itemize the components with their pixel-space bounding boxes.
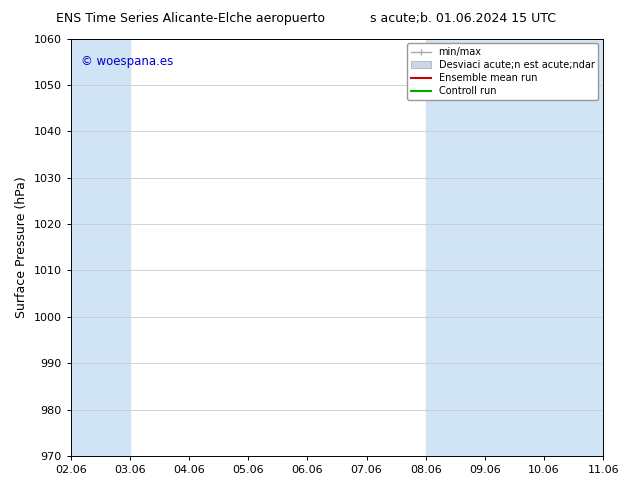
Bar xyxy=(544,39,603,456)
Text: ENS Time Series Alicante-Elche aeropuerto: ENS Time Series Alicante-Elche aeropuert… xyxy=(56,12,325,25)
Text: © woespana.es: © woespana.es xyxy=(81,55,174,68)
Bar xyxy=(425,39,544,456)
Bar xyxy=(71,39,130,456)
Y-axis label: Surface Pressure (hPa): Surface Pressure (hPa) xyxy=(15,176,28,318)
Text: s acute;b. 01.06.2024 15 UTC: s acute;b. 01.06.2024 15 UTC xyxy=(370,12,556,25)
Legend: min/max, Desviaci acute;n est acute;ndar, Ensemble mean run, Controll run: min/max, Desviaci acute;n est acute;ndar… xyxy=(408,44,598,100)
